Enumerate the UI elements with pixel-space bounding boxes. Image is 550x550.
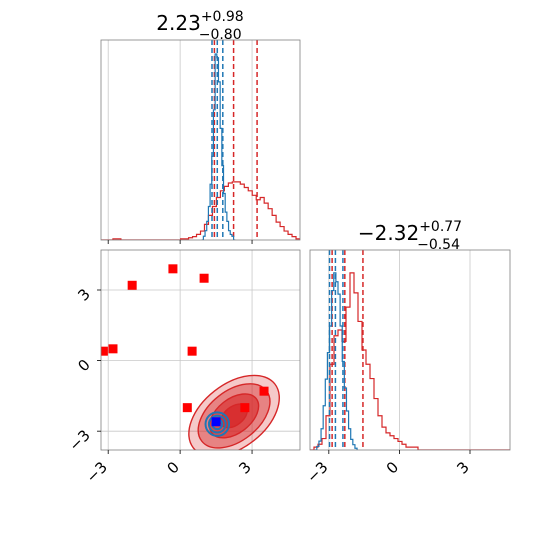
red-square-marker-2 bbox=[127, 280, 137, 290]
red-square-marker-1 bbox=[108, 344, 118, 354]
frame-bottom-left bbox=[100, 249, 301, 451]
title-param2: −2.32+0.77 −0.54 bbox=[358, 219, 462, 253]
title-param1: 2.23+0.98 −0.80 bbox=[156, 9, 243, 43]
y-tick-label-1: 0 bbox=[74, 356, 93, 375]
x-tick-label-1: 0 bbox=[163, 458, 182, 477]
contour-series-1-level-0 bbox=[204, 411, 231, 437]
red-square-marker-7 bbox=[240, 403, 250, 413]
y-tick-label-2: 3 bbox=[74, 285, 93, 304]
y-tick-label-0: −3 bbox=[65, 426, 93, 454]
red-square-marker-6 bbox=[199, 273, 209, 283]
x-tick-label-2: 3 bbox=[453, 458, 472, 477]
ticks-top-left bbox=[107, 240, 253, 244]
red-square-marker-5 bbox=[187, 346, 197, 356]
grid-top-left bbox=[107, 40, 253, 240]
red-square-marker-0 bbox=[101, 346, 108, 356]
frame-top-left bbox=[100, 39, 301, 241]
frame-bottom-right bbox=[309, 249, 511, 451]
blue-square-marker bbox=[211, 417, 221, 427]
ticks-bottom-right: −3 0 3 bbox=[303, 450, 473, 486]
red-square-marker-4 bbox=[182, 403, 192, 413]
x-tick-label-0: −3 bbox=[303, 458, 331, 486]
histogram-param2 bbox=[310, 250, 510, 450]
hist1-series-1 bbox=[201, 53, 236, 240]
x-tick-label-0: −3 bbox=[83, 458, 111, 486]
contour-series-1-level-1 bbox=[207, 414, 227, 434]
contour-joint bbox=[188, 374, 280, 450]
x-tick-label-2: 3 bbox=[235, 458, 254, 477]
truth-markers bbox=[101, 264, 269, 427]
panel-bottom-left: −3 0 3 −3 0 3 bbox=[65, 249, 301, 486]
panel-top-left bbox=[100, 39, 301, 244]
x-tick-label-1: 0 bbox=[383, 458, 402, 477]
histogram-param1 bbox=[101, 40, 300, 240]
hist2-series-1 bbox=[314, 272, 358, 450]
red-square-marker-8 bbox=[259, 386, 269, 396]
hist2-series-0 bbox=[310, 272, 510, 450]
panel-bottom-right: −3 0 3 bbox=[303, 249, 511, 486]
red-square-marker-3 bbox=[168, 264, 178, 274]
hist1-series-0 bbox=[101, 181, 300, 240]
